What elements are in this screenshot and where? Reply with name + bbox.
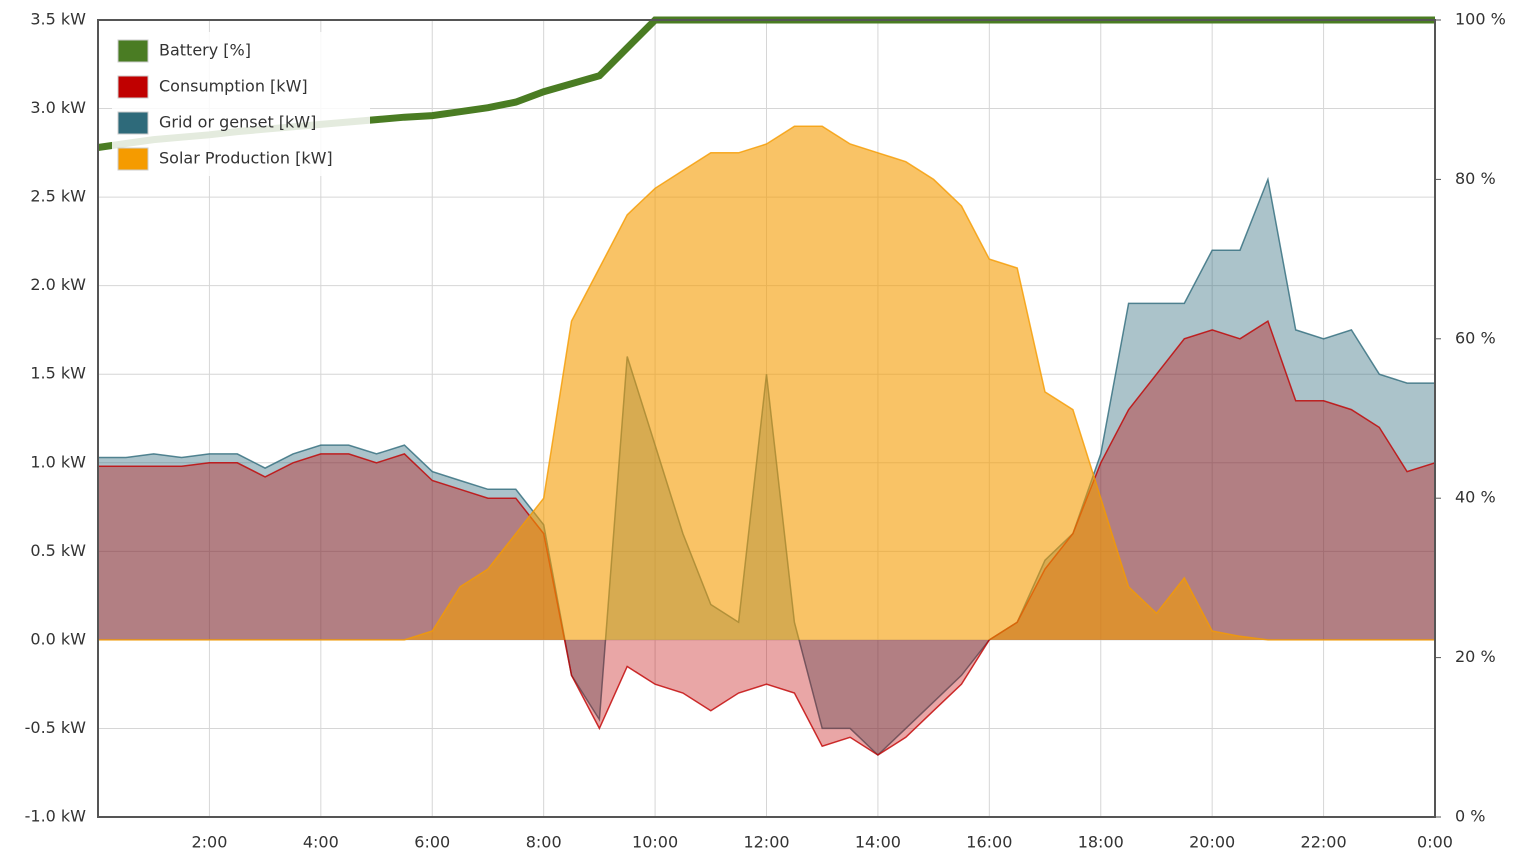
- y-tick-label: -1.0 kW: [25, 807, 87, 826]
- x-tick-label: 18:00: [1078, 833, 1124, 852]
- x-tick-label: 12:00: [743, 833, 789, 852]
- y2-tick-label: 60 %: [1455, 328, 1496, 347]
- legend-swatch: [117, 75, 149, 99]
- legend-label: Grid or genset [kW]: [159, 113, 316, 132]
- y2-tick-label: 80 %: [1455, 169, 1496, 188]
- y-tick-label: -0.5 kW: [25, 718, 87, 737]
- x-tick-label: 4:00: [303, 833, 339, 852]
- y-tick-label: 3.5 kW: [30, 10, 86, 29]
- x-tick-label: 10:00: [632, 833, 678, 852]
- area: [98, 321, 1435, 755]
- plot-border: [97, 19, 1436, 818]
- legend-box: [112, 32, 370, 176]
- y-tick-label: 1.5 kW: [30, 364, 86, 383]
- y-tick-label: 1.0 kW: [30, 452, 86, 471]
- area-edge: [98, 125, 1435, 641]
- legend-swatch: [117, 111, 149, 135]
- legend-label: Solar Production [kW]: [159, 149, 333, 168]
- x-tick-label: 20:00: [1189, 833, 1235, 852]
- x-tick-label: 14:00: [855, 833, 901, 852]
- x-tick-label: 22:00: [1301, 833, 1347, 852]
- y2-tick-label: 100 %: [1455, 10, 1506, 29]
- x-tick-label: 0:00: [1417, 833, 1453, 852]
- area-edge: [98, 319, 1436, 756]
- x-tick-label: 6:00: [414, 833, 450, 852]
- x-tick-label: 16:00: [966, 833, 1012, 852]
- y-tick-label: 2.5 kW: [30, 187, 86, 206]
- y2-tick-label: 40 %: [1455, 488, 1496, 507]
- legend-swatch: [117, 39, 149, 63]
- x-tick-label: 8:00: [526, 833, 562, 852]
- x-tick-label: 2:00: [191, 833, 227, 852]
- y-tick-label: 0.0 kW: [30, 629, 86, 648]
- legend-label: Battery [%]: [159, 41, 251, 60]
- legend-label: Consumption [kW]: [159, 77, 308, 96]
- y-tick-label: 2.0 kW: [30, 275, 86, 294]
- y-tick-label: 3.0 kW: [30, 98, 86, 117]
- y2-tick-label: 0 %: [1455, 807, 1485, 826]
- y-tick-label: 0.5 kW: [30, 541, 86, 560]
- y2-tick-label: 20 %: [1455, 647, 1496, 666]
- legend: Battery [%] Consumption [kW] Grid or gense…: [112, 32, 370, 176]
- legend-swatch: [117, 147, 149, 171]
- area: [98, 126, 1435, 640]
